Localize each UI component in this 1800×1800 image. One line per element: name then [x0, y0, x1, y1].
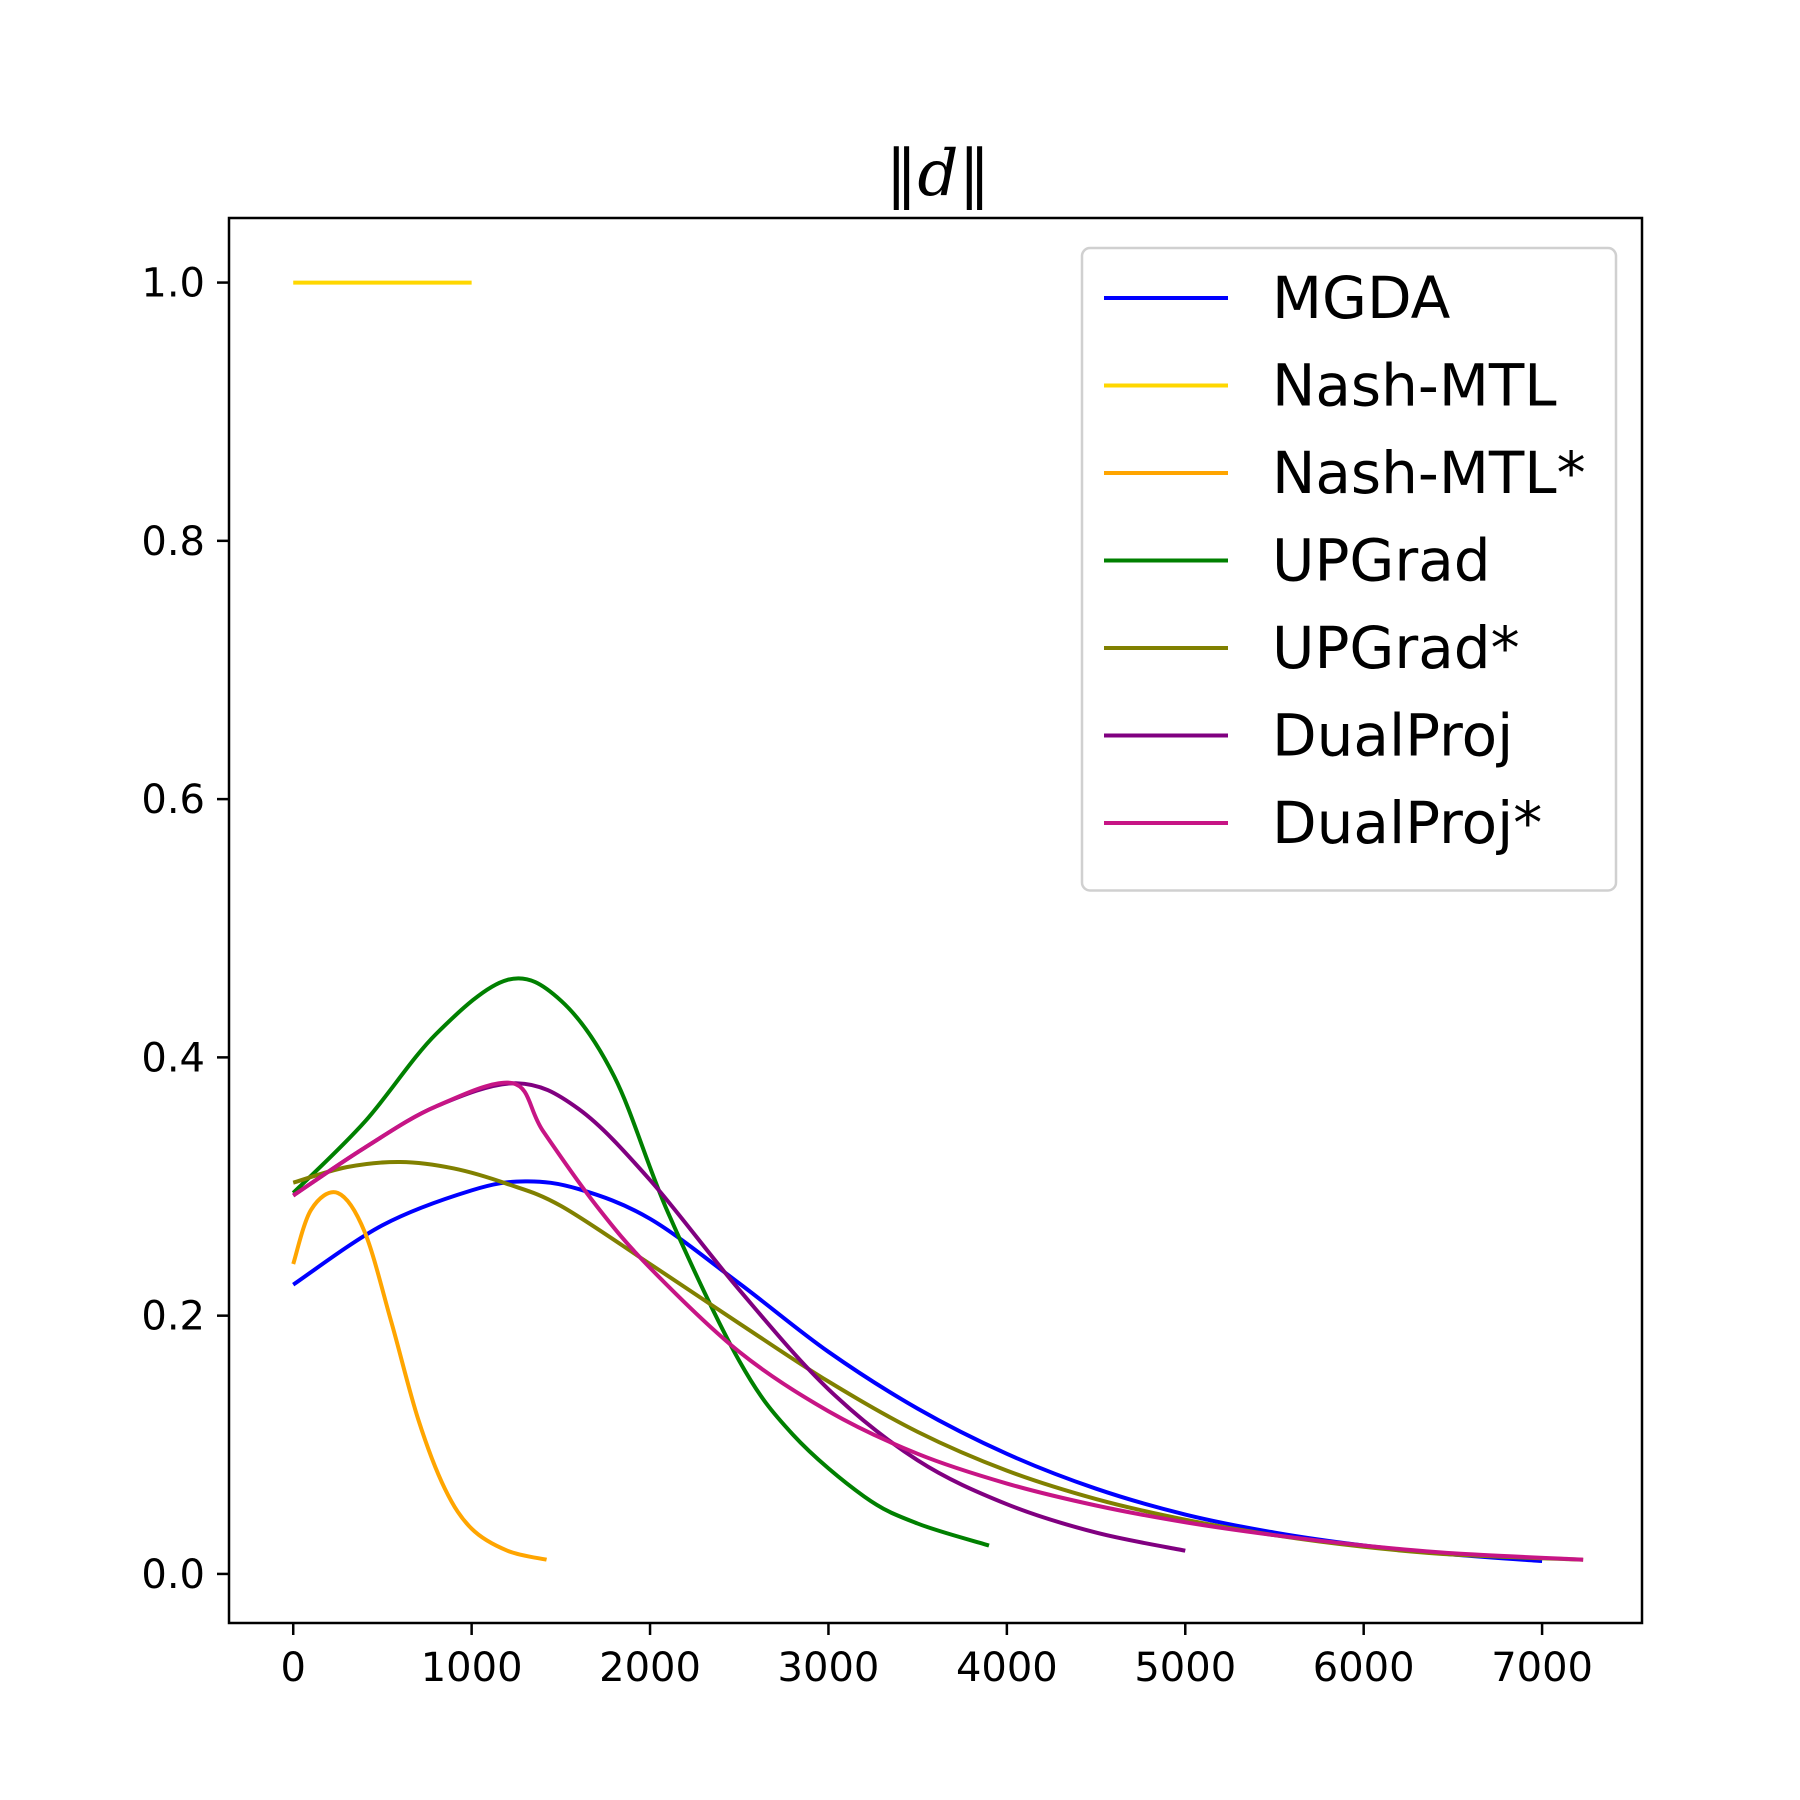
series-line-mgda: [292, 1179, 1543, 1564]
x-tick-label: 3000: [778, 1645, 880, 1691]
legend-label-nash-mtl-star: Nash-MTL*: [1272, 439, 1586, 507]
legend-label-dualproj: DualProj: [1272, 702, 1513, 770]
legend-label-dualproj-star: DualProj*: [1272, 789, 1542, 857]
series-line-nash-mtl-star: [291, 1190, 548, 1562]
series-line-upgrad-star: [292, 1159, 1584, 1562]
y-tick-label: 1.0: [141, 261, 205, 307]
y-tick-label: 0.2: [141, 1294, 205, 1340]
legend-label-nash-mtl: Nash-MTL: [1272, 352, 1557, 420]
x-tick-label: 0: [281, 1645, 306, 1691]
y-tick-label: 0.6: [141, 777, 205, 823]
series-line-dualproj: [292, 1081, 1186, 1553]
legend-label-upgrad-star: UPGrad*: [1272, 614, 1520, 682]
chart-title: ‖d‖: [886, 137, 991, 211]
legend-label-upgrad: UPGrad: [1272, 527, 1491, 595]
y-axis: 0.0 0.2 0.4 0.6 0.8 1.0: [141, 261, 229, 1598]
y-tick-label: 0.4: [141, 1035, 205, 1081]
x-tick-label: 6000: [1313, 1645, 1415, 1691]
x-tick-label: 7000: [1491, 1645, 1593, 1691]
y-tick-label: 0.8: [141, 519, 205, 565]
plot-frame: [227, 216, 1644, 1625]
legend-box: [1080, 246, 1618, 892]
x-tick-label: 5000: [1134, 1645, 1236, 1691]
x-tick-label: 4000: [956, 1645, 1058, 1691]
x-axis: 0 1000 2000 3000 4000 5000 6000 7000: [281, 1623, 1593, 1691]
y-tick-label: 0.0: [141, 1552, 205, 1598]
x-tick-label: 2000: [599, 1645, 701, 1691]
legend-label-mgda: MGDA: [1272, 264, 1451, 332]
series-line-dualproj-star: [292, 1080, 1584, 1562]
legend: MGDA Nash-MTL Nash-MTL* UPGrad UPGrad* DualPr…: [1080, 246, 1618, 892]
x-tick-label: 1000: [421, 1645, 523, 1691]
series-layer: [291, 280, 1584, 1564]
series-line-upgrad: [291, 976, 990, 1548]
